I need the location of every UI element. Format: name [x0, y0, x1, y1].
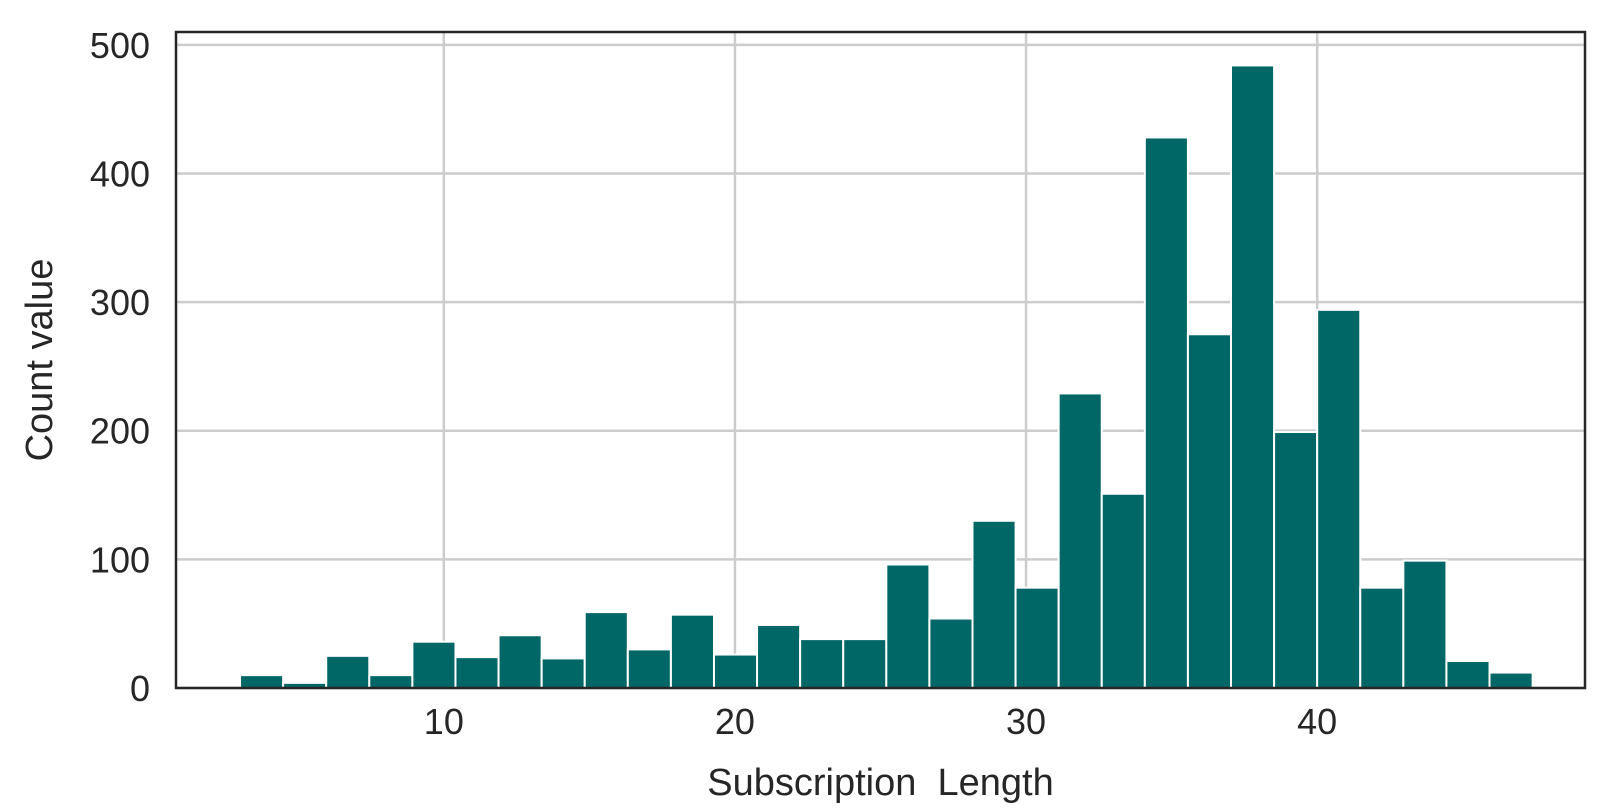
- histogram-bar: [411, 640, 457, 689]
- histogram-bar: [1057, 392, 1103, 689]
- histogram-bar: [1186, 333, 1233, 689]
- y-axis-label: Count value: [19, 259, 61, 462]
- y-tick-label: 0: [130, 668, 150, 709]
- histogram-bar: [756, 623, 802, 689]
- histogram-bar: [1143, 136, 1189, 690]
- x-tick-label: 30: [1006, 701, 1046, 742]
- x-tick-labels: 10 20 30 40: [424, 701, 1337, 742]
- x-axis-label: Subscription Length: [707, 762, 1053, 804]
- histogram-bar: [583, 611, 629, 689]
- plot-frame: [174, 30, 1587, 690]
- histogram-bar: [1100, 492, 1146, 689]
- histogram-bar: [1316, 308, 1362, 689]
- histogram-bar: [454, 656, 500, 689]
- histogram-bar: [669, 613, 715, 690]
- y-tick-label: 500: [90, 25, 150, 66]
- histogram-bar: [1445, 659, 1491, 689]
- x-tick-label: 40: [1297, 701, 1337, 742]
- bars-group: [239, 64, 1534, 690]
- histogram-bar: [971, 519, 1017, 689]
- histogram-bar: [799, 638, 845, 690]
- histogram-bar: [885, 563, 931, 689]
- y-tick-label: 200: [90, 411, 150, 452]
- histogram-bar: [626, 648, 672, 689]
- histogram-bar: [1359, 586, 1405, 690]
- x-tick-label: 20: [715, 701, 755, 742]
- y-tick-label: 100: [90, 539, 150, 580]
- x-tick-label: 10: [424, 701, 464, 742]
- histogram-bar: [540, 657, 586, 690]
- histogram-bar: [712, 653, 759, 690]
- y-tick-label: 400: [90, 153, 150, 194]
- histogram-bar: [1402, 559, 1448, 689]
- histogram-bar: [1230, 64, 1276, 690]
- y-tick-labels: 0 100 200 300 400 500: [90, 25, 150, 709]
- histogram-bar: [325, 654, 371, 690]
- histogram-bar: [368, 674, 414, 690]
- histogram-bar: [1273, 431, 1319, 689]
- histogram-bar: [497, 634, 543, 690]
- histogram-bar: [842, 638, 888, 690]
- histogram-bar: [928, 617, 974, 690]
- y-tick-label: 300: [90, 282, 150, 323]
- histogram-bar: [1488, 671, 1534, 689]
- histogram-bar: [1014, 586, 1060, 690]
- histogram-bar: [239, 674, 285, 690]
